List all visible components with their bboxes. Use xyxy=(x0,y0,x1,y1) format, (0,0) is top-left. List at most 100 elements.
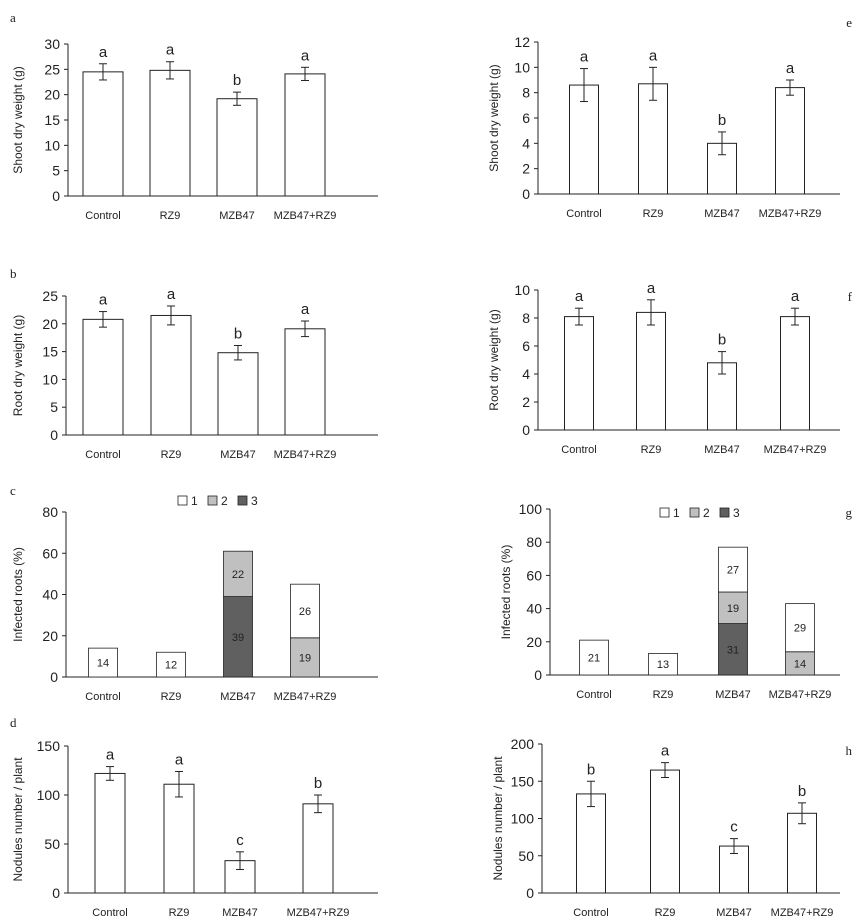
segment-label: 14 xyxy=(794,658,806,670)
y-tick-label: 20 xyxy=(526,634,542,650)
y-tick-label: 40 xyxy=(526,601,542,617)
chart-panel-f: f 0 2 4 6 8 10 Root dry weight (g) Control RZ9 MZB… xyxy=(487,280,853,456)
segment-label: 19 xyxy=(727,603,739,615)
y-tick-label: 150 xyxy=(37,738,61,754)
significance-letter: a xyxy=(167,286,176,303)
x-tick-label: RZ9 xyxy=(643,208,664,220)
y-tick-label: 100 xyxy=(519,501,543,517)
x-tick-label: MZB47+RZ9 xyxy=(274,691,337,703)
legend-swatch xyxy=(659,507,670,518)
y-tick-label: 4 xyxy=(522,135,530,151)
bar-segment xyxy=(290,637,320,678)
bar xyxy=(636,311,666,431)
significance-letter: b xyxy=(798,783,806,800)
panel-letter: h xyxy=(846,743,853,758)
significance-letter: a xyxy=(99,292,108,309)
y-tick-label: 25 xyxy=(42,288,58,304)
x-tick-label: Control xyxy=(92,907,127,919)
x-tick-label: MZB47 xyxy=(222,907,257,919)
chart-panel-b: b 0 5 10 15 20 25 Root dry weight (g) Control RZ9… xyxy=(10,266,378,461)
x-tick-label: MZB47+RZ9 xyxy=(764,444,827,456)
y-tick-label: 0 xyxy=(50,427,58,443)
significance-letter: a xyxy=(175,751,184,768)
bar xyxy=(284,328,326,436)
y-tick-label: 2 xyxy=(522,394,530,410)
panel-letter: f xyxy=(848,289,853,304)
significance-letter: a xyxy=(647,280,656,297)
y-tick-label: 6 xyxy=(522,110,530,126)
x-tick-label: MZB47+RZ9 xyxy=(274,449,337,461)
y-tick-label: 5 xyxy=(50,399,58,415)
x-tick-label: Control xyxy=(566,208,601,220)
significance-letter: a xyxy=(786,60,795,77)
bar xyxy=(650,769,680,894)
legend-swatch xyxy=(237,495,248,506)
significance-letter: b xyxy=(587,761,595,778)
bar-segment xyxy=(785,603,815,653)
significance-letter: b xyxy=(718,332,726,349)
legend-swatch xyxy=(719,507,730,518)
x-tick-label: RZ9 xyxy=(655,907,676,919)
chart-panel-g: g 0 20 40 60 80 100 Infected roots (%) Control RZ… xyxy=(499,501,853,701)
y-axis-label: Nodules number / plant xyxy=(491,756,505,881)
segment-label: 19 xyxy=(299,652,311,664)
y-tick-label: 20 xyxy=(44,87,60,103)
legend-label: 2 xyxy=(221,494,228,508)
bar xyxy=(149,69,191,197)
bar-segment xyxy=(223,596,253,678)
y-axis-label: Shoot dry weight (g) xyxy=(11,66,25,173)
y-tick-label: 80 xyxy=(42,504,58,520)
y-tick-label: 10 xyxy=(44,137,60,153)
y-tick-label: 50 xyxy=(518,848,534,864)
segment-label: 27 xyxy=(727,565,739,577)
x-tick-label: MZB47 xyxy=(704,208,739,220)
significance-letter: b xyxy=(314,775,322,792)
y-axis-label: Root dry weight (g) xyxy=(11,315,25,416)
bar-segment xyxy=(718,546,748,593)
y-axis-label: Shoot dry weight (g) xyxy=(487,64,501,171)
bar xyxy=(569,84,599,195)
y-tick-label: 50 xyxy=(44,836,60,852)
x-tick-label: MZB47 xyxy=(220,691,255,703)
bar-segment xyxy=(88,647,118,678)
x-tick-label: MZB47+RZ9 xyxy=(287,907,350,919)
x-tick-label: RZ9 xyxy=(161,691,182,703)
significance-letter: a xyxy=(166,42,175,59)
significance-letter: a xyxy=(649,47,658,64)
bar xyxy=(163,783,195,894)
panel-letter: g xyxy=(846,505,853,520)
y-tick-label: 20 xyxy=(42,628,58,644)
y-tick-label: 0 xyxy=(50,669,58,685)
bar xyxy=(638,83,668,195)
y-tick-label: 15 xyxy=(42,344,58,360)
x-tick-label: Control xyxy=(576,689,611,701)
y-axis-label: Nodules number / plant xyxy=(11,757,25,882)
x-tick-label: MZB47+RZ9 xyxy=(274,210,337,222)
y-tick-label: 2 xyxy=(522,161,530,177)
bar-segment xyxy=(648,653,678,676)
bar xyxy=(150,314,192,436)
y-axis-label: Root dry weight (g) xyxy=(487,309,501,410)
x-tick-label: Control xyxy=(85,449,120,461)
significance-letter: a xyxy=(301,47,310,64)
bar-segment xyxy=(290,583,320,639)
y-tick-label: 25 xyxy=(44,61,60,77)
y-axis-label: Infected roots (%) xyxy=(11,547,25,642)
panel-letter: c xyxy=(10,483,16,498)
x-tick-label: MZB47 xyxy=(220,449,255,461)
significance-letter: b xyxy=(233,72,241,89)
bar xyxy=(217,352,259,436)
bar-segment xyxy=(223,550,253,597)
segment-label: 31 xyxy=(727,644,739,656)
bar xyxy=(576,793,606,894)
y-tick-label: 60 xyxy=(526,567,542,583)
y-tick-label: 15 xyxy=(44,112,60,128)
x-tick-label: MZB47+RZ9 xyxy=(771,907,834,919)
y-tick-label: 8 xyxy=(522,310,530,326)
segment-label: 12 xyxy=(165,660,177,672)
panel-letter: d xyxy=(10,715,17,730)
segment-label: 26 xyxy=(299,606,311,618)
y-tick-label: 10 xyxy=(514,282,530,298)
significance-letter: c xyxy=(730,819,738,836)
